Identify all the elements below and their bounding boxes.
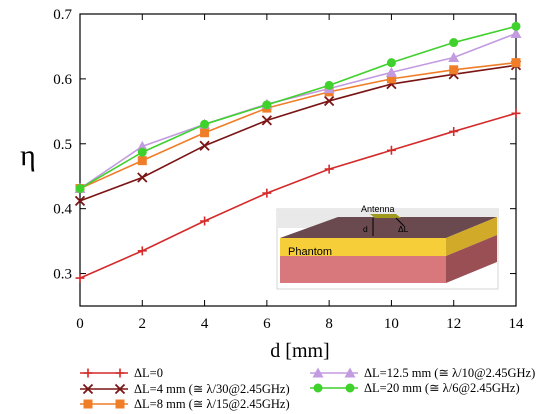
- data-point: [386, 58, 396, 68]
- series-line: [79, 61, 517, 190]
- inset-d-label: d: [363, 224, 368, 234]
- x-tick-label: 14: [509, 316, 525, 332]
- inset-antenna-label: Antenna: [361, 204, 395, 214]
- series-2: [75, 58, 521, 194]
- series-line: [79, 112, 517, 279]
- legend-label: ΔL=4 mm (≅ λ/30@2.45GHz): [134, 382, 290, 396]
- axis-ticks: 0 2 4 6 8 10 12 14 0.3 0.4 0.5 0.6 0.7: [53, 7, 524, 332]
- legend-marker: [83, 368, 93, 378]
- data-point: [136, 140, 148, 151]
- data-point: [324, 164, 334, 174]
- inset-pink-side: [446, 235, 497, 283]
- data-point: [510, 27, 522, 38]
- legend-marker: [82, 383, 94, 395]
- data-point: [200, 216, 210, 226]
- series-layer: [74, 21, 522, 283]
- x-tick-label: 4: [201, 316, 209, 332]
- data-point: [386, 74, 396, 84]
- inset-phantom-label: Phantom: [288, 246, 332, 258]
- data-point: [75, 184, 85, 194]
- inset-yellow-front: [280, 238, 446, 256]
- data-point: [137, 172, 148, 183]
- series-line: [79, 25, 517, 190]
- legend-entry: ΔL=8 mm (≅ λ/15@2.45GHz): [80, 397, 290, 411]
- y-tick-label: 0.3: [53, 267, 72, 283]
- data-point: [137, 156, 147, 166]
- data-point: [262, 100, 272, 110]
- legend: ΔL=0 ΔL=4 mm (≅ λ/30@2.45GHz)ΔL=8 mm (≅ λ…: [80, 366, 535, 411]
- legend-marker: [83, 399, 93, 409]
- y-tick-label: 0.4: [53, 202, 72, 218]
- data-point: [324, 80, 334, 90]
- data-point: [261, 115, 272, 126]
- legend-entry: ΔL=0: [80, 366, 163, 380]
- legend-marker: [114, 383, 126, 395]
- legend-label: ΔL=20 mm (≅ λ/6@2.45GHz): [364, 381, 520, 395]
- y-tick-label: 0.5: [53, 137, 72, 153]
- legend-marker: [115, 368, 125, 378]
- data-point: [511, 21, 521, 31]
- data-point: [511, 58, 521, 68]
- legend-label: ΔL=0: [134, 366, 163, 380]
- inset-illustration: Antenna d ΔL Phantom: [276, 204, 499, 290]
- data-point: [200, 128, 210, 138]
- legend-marker: [312, 367, 324, 378]
- data-point: [75, 273, 85, 283]
- series-0: [75, 108, 521, 283]
- x-tick-label: 6: [263, 316, 271, 332]
- series-4: [75, 21, 521, 194]
- plot-frame: [79, 13, 517, 307]
- data-point: [262, 188, 272, 198]
- data-point: [385, 66, 397, 77]
- data-point: [386, 145, 396, 155]
- y-tick-label: 0.6: [53, 72, 72, 88]
- inset-dl-line: [395, 217, 405, 227]
- series-line: [79, 32, 517, 190]
- inset-top-face: [280, 217, 497, 238]
- y-axis-label: η: [20, 139, 36, 172]
- legend-marker: [313, 383, 323, 393]
- data-point: [449, 38, 459, 48]
- data-point: [200, 119, 210, 129]
- y-tick-label: 0.7: [53, 7, 72, 23]
- legend-marker: [345, 383, 355, 393]
- data-point: [449, 65, 459, 75]
- inset-yellow-side: [446, 217, 497, 256]
- legend-label: ΔL=8 mm (≅ λ/15@2.45GHz): [134, 397, 290, 411]
- x-tick-label: 0: [76, 316, 84, 332]
- data-point: [324, 95, 335, 107]
- x-tick-label: 10: [384, 316, 399, 332]
- legend-entry: ΔL=4 mm (≅ λ/30@2.45GHz): [80, 382, 290, 396]
- data-point: [448, 51, 460, 62]
- inset-dl-label: ΔL: [398, 224, 409, 234]
- x-tick-label: 12: [446, 316, 461, 332]
- inset-pink-front: [280, 256, 446, 283]
- inset-antenna: [370, 214, 401, 218]
- legend-marker: [344, 367, 356, 378]
- legend-entry: ΔL=12.5 mm (≅ λ/10@2.45GHz): [310, 366, 535, 380]
- data-point: [449, 126, 459, 136]
- legend-entry: ΔL=20 mm (≅ λ/6@2.45GHz): [310, 381, 520, 395]
- x-tick-label: 2: [139, 316, 147, 332]
- legend-marker: [115, 399, 125, 409]
- series-line: [79, 64, 517, 202]
- data-point: [137, 246, 147, 256]
- data-point: [74, 195, 86, 207]
- data-point: [199, 140, 210, 151]
- data-point: [511, 108, 521, 118]
- x-tick-label: 8: [325, 316, 333, 332]
- data-point: [137, 147, 147, 157]
- x-axis-label: d [mm]: [270, 340, 329, 362]
- legend-label: ΔL=12.5 mm (≅ λ/10@2.45GHz): [364, 366, 535, 380]
